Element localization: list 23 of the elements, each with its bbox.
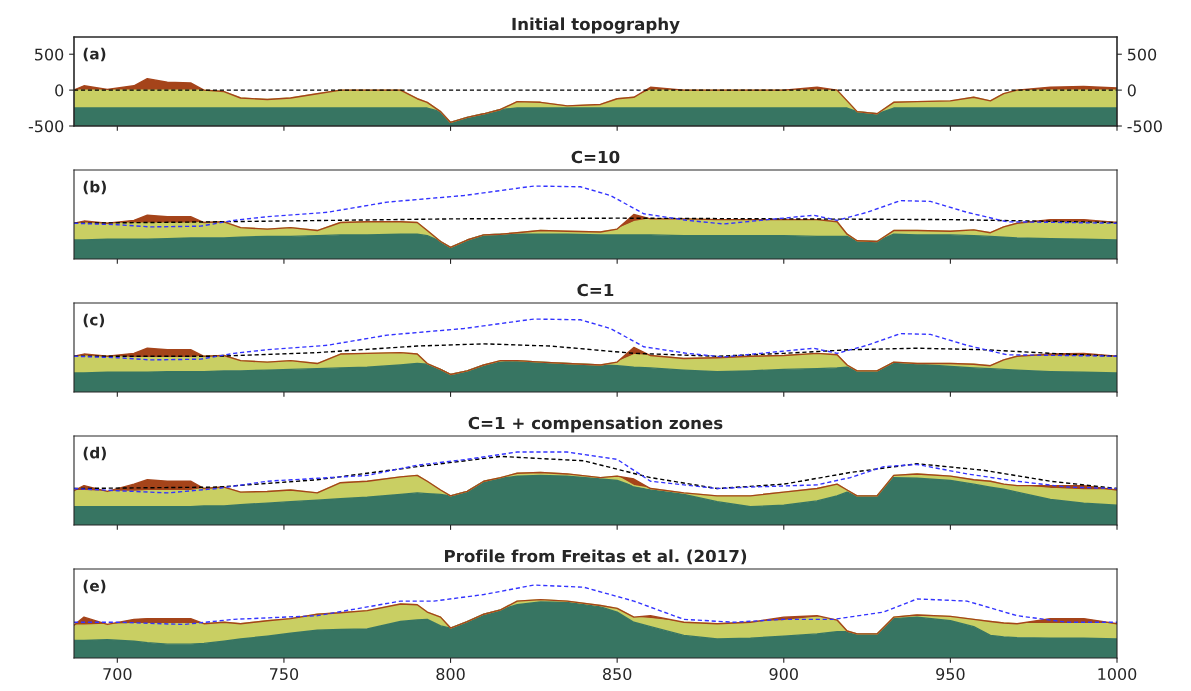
y2-tick-label: 0	[1127, 84, 1136, 97]
annotation: (d)	[83, 446, 106, 461]
annotation: (c)	[83, 313, 105, 328]
y-tick-label: 500	[35, 48, 64, 61]
y-tick-label: 0	[55, 84, 64, 97]
chart-title: Profile from Freitas et al. (2017)	[445, 549, 747, 565]
x-tick-label: 850	[603, 668, 632, 681]
chart-title: C=10	[571, 150, 620, 164]
y-tick-label: -500	[28, 120, 64, 133]
annotation: (b)	[83, 180, 106, 195]
chart-title: C=1 + compensation zones	[468, 416, 723, 433]
x-tick-label: 800	[436, 668, 465, 681]
y2-tick-label: 500	[1127, 48, 1157, 61]
chart-title: C=1	[577, 283, 614, 297]
x-tick-label: 1000	[1098, 668, 1137, 681]
x-tick-label: 950	[936, 668, 965, 681]
x-tick-label: 700	[103, 668, 132, 681]
annotation: (a)	[83, 47, 106, 62]
y2-tick-label: -500	[1127, 120, 1162, 133]
annotation: (e)	[83, 579, 106, 594]
x-tick-label: 900	[769, 668, 798, 681]
chart-title: Initial topography	[512, 17, 680, 34]
x-tick-label: 750	[270, 668, 299, 681]
